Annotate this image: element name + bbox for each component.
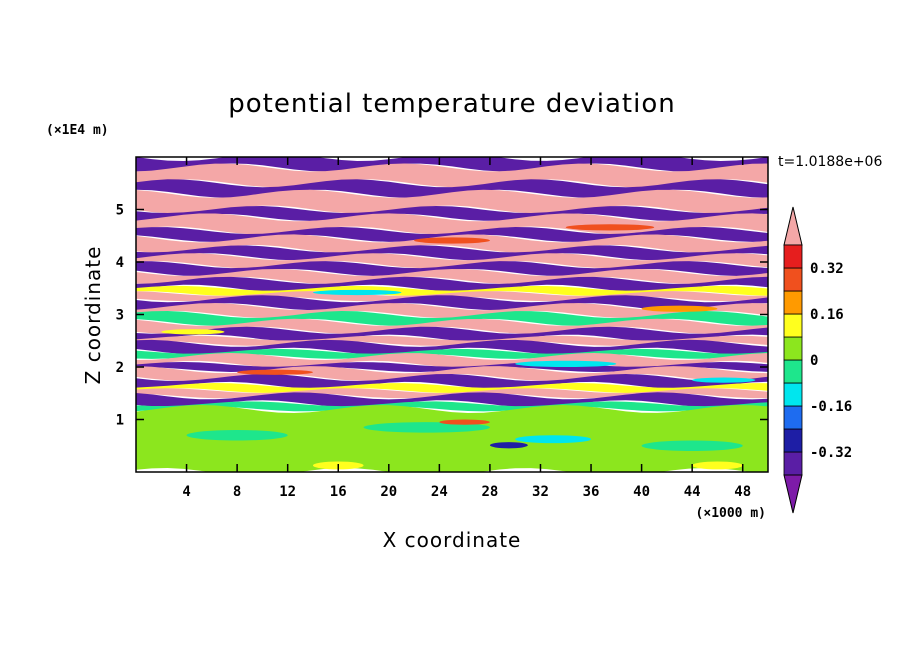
y-tick-label: 3: [116, 308, 124, 324]
contour-band: [136, 189, 768, 214]
contour-band: [136, 295, 768, 311]
colorbar-over-triangle: [783, 206, 803, 246]
contour-band: [136, 157, 768, 172]
contour-band: [136, 401, 768, 412]
contour-band: [136, 383, 768, 393]
x-tick-label: 8: [233, 484, 241, 500]
y-tick-label: 4: [116, 255, 124, 271]
contour-field: [136, 157, 768, 472]
contour-band: [136, 339, 768, 355]
x-tick-label: 40: [633, 484, 650, 500]
x-tick-label: 16: [330, 484, 347, 500]
x-tick-label: 28: [481, 484, 498, 500]
contour-band: [136, 179, 768, 198]
contour-band: [136, 234, 768, 253]
time-label: t=1.0188e+06: [778, 154, 882, 170]
contour-band: [136, 311, 768, 326]
contour-patch: [641, 305, 718, 312]
colorbar-label: 0: [810, 353, 818, 369]
x-tick-label: 20: [380, 484, 397, 500]
colorbar-segment: [783, 290, 803, 315]
colorbar-segment: [783, 359, 803, 384]
colorbar-segment: [783, 405, 803, 430]
chart-title: potential temperature deviation: [228, 89, 675, 119]
contour-band: [136, 253, 768, 269]
plot-area: [135, 156, 769, 473]
contour-band: [136, 405, 768, 472]
contour-band: [136, 348, 768, 359]
x-axis: 4 8 12 16 20 24 28 32 36 40 44 48: [182, 157, 751, 500]
contour-patch: [312, 289, 402, 296]
x-tick-label: 4: [182, 484, 190, 500]
contour-patch: [161, 329, 225, 335]
contour-patch: [414, 237, 490, 244]
colorbar: -0.32 -0.16 0 0.16 0.32: [783, 206, 852, 514]
colorbar-label: -0.16: [810, 399, 852, 415]
x-tick-label: 48: [734, 484, 751, 500]
contour-band: [136, 163, 768, 188]
y-axis-unit: (×1E4 m): [46, 123, 109, 138]
contour-patch: [237, 369, 313, 375]
contour-band: [136, 285, 768, 296]
contour-band: [136, 362, 768, 372]
contour-band: [136, 318, 768, 334]
contour-band: [136, 261, 768, 276]
x-tick-label: 12: [279, 484, 296, 500]
contour-band: [136, 303, 768, 318]
contour-band: [136, 269, 768, 284]
colorbar-segment: [783, 244, 803, 269]
contour-band: [136, 374, 768, 389]
contour-band: [136, 392, 768, 408]
colorbar-segment: [783, 451, 803, 476]
contour-band: [136, 245, 768, 261]
contour-band: [136, 366, 768, 381]
contour-patch: [439, 419, 490, 425]
contour-patch: [692, 377, 756, 383]
y-tick-label: 2: [116, 360, 124, 376]
colorbar-label: -0.32: [810, 445, 852, 461]
x-tick-label: 32: [532, 484, 549, 500]
colorbar-segment: [783, 313, 803, 338]
colorbar-segment: [783, 382, 803, 407]
y-axis-label: Z coordinate: [81, 246, 105, 385]
x-tick-label: 24: [431, 484, 448, 500]
contour-band: [136, 388, 768, 399]
contour-band: [136, 276, 768, 292]
x-axis-unit: (×1000 m): [696, 506, 766, 521]
contour-patch: [363, 422, 490, 433]
contour-patch: [515, 360, 617, 367]
contour-patch: [641, 440, 743, 451]
contour-band: [136, 326, 768, 342]
y-tick-label: 5: [116, 203, 124, 219]
colorbar-segment: [783, 428, 803, 453]
contour-patch: [515, 435, 592, 444]
colorbar-segment: [783, 267, 803, 292]
contour-patch: [565, 224, 655, 231]
colorbar-label: 0.16: [810, 307, 844, 323]
contour-band: [136, 206, 768, 221]
x-axis-label: X coordinate: [383, 528, 522, 552]
y-axis: 1 2 3 4 5: [116, 203, 768, 429]
contour-patch: [489, 442, 528, 449]
colorbar-under-triangle: [783, 474, 803, 514]
colorbar-label: 0.32: [810, 261, 844, 277]
x-tick-label: 36: [583, 484, 600, 500]
colorbar-segment: [783, 336, 803, 361]
x-tick-label: 44: [684, 484, 701, 500]
contour-patch: [186, 430, 288, 441]
contour-patch: [692, 461, 743, 470]
y-tick-label: 1: [116, 413, 124, 429]
